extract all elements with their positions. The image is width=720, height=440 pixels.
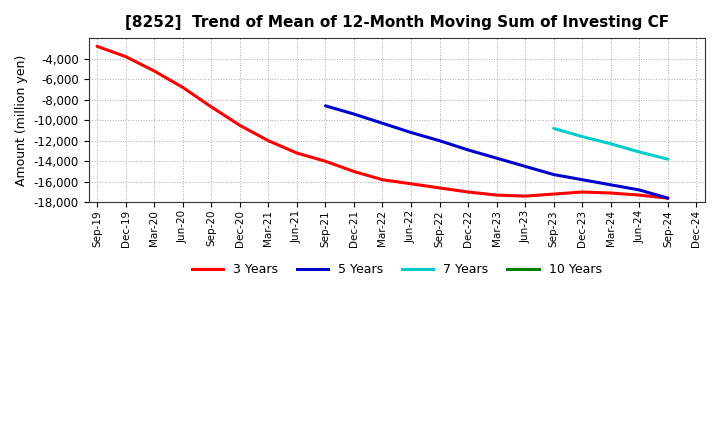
Legend: 3 Years, 5 Years, 7 Years, 10 Years: 3 Years, 5 Years, 7 Years, 10 Years [187,258,606,282]
Y-axis label: Amount (million yen): Amount (million yen) [15,55,28,186]
Title: [8252]  Trend of Mean of 12-Month Moving Sum of Investing CF: [8252] Trend of Mean of 12-Month Moving … [125,15,669,30]
